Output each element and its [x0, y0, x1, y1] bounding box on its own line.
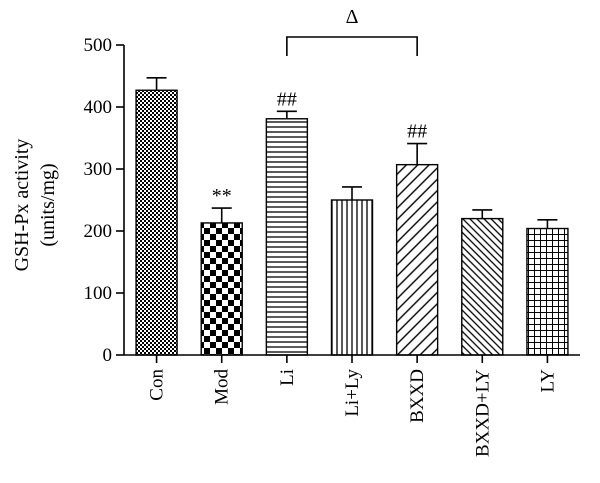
y-tick-label-3: 300	[84, 159, 113, 180]
bar-BXXD+LY	[461, 217, 504, 356]
annotation-Mod: **	[212, 185, 232, 207]
x-tick-label-Li+Ly: Li+Ly	[342, 369, 363, 417]
y-tick-label-4: 400	[84, 97, 113, 118]
bracket-line	[286, 36, 418, 56]
x-tick-label-Con: Con	[147, 369, 168, 401]
bar-Li	[265, 118, 309, 356]
bar-Con	[135, 89, 178, 356]
x-tick-label-Li: Li	[277, 369, 298, 386]
y-tick-label-1: 100	[84, 283, 113, 304]
significance-bracket: Δ	[286, 6, 418, 56]
x-tick-label-BXXD+LY: BXXD+LY	[472, 369, 493, 457]
bar-LY	[526, 227, 569, 356]
y-tick-label-5: 500	[84, 35, 113, 56]
annotations: ** ## ##	[212, 88, 427, 207]
bar-Li+Ly	[330, 199, 374, 356]
x-tick-label-Mod: Mod	[212, 369, 233, 405]
y-axis-title-line1: GSH-Px activity	[11, 139, 33, 272]
y-axis-title-line2: (units/mg)	[37, 163, 59, 246]
y-tick-label-0: 0	[103, 345, 113, 366]
y-axis: 0 100 200 300 400 500	[84, 35, 125, 366]
annotation-BXXD: ##	[407, 121, 427, 143]
x-tick-label-LY: LY	[537, 369, 558, 393]
bracket-label: Δ	[346, 6, 359, 28]
y-tick-label-2: 200	[84, 221, 113, 242]
y-axis-title: GSH-Px activity (units/mg)	[11, 139, 59, 272]
x-tick-label-BXXD: BXXD	[407, 369, 428, 423]
bars	[135, 77, 569, 356]
bar-BXXD	[395, 163, 439, 356]
x-axis: Con Mod Li Li+Ly BXXD BXXD+LY LY	[124, 354, 580, 457]
bar-Mod	[200, 222, 243, 356]
annotation-Li: ##	[277, 88, 297, 110]
